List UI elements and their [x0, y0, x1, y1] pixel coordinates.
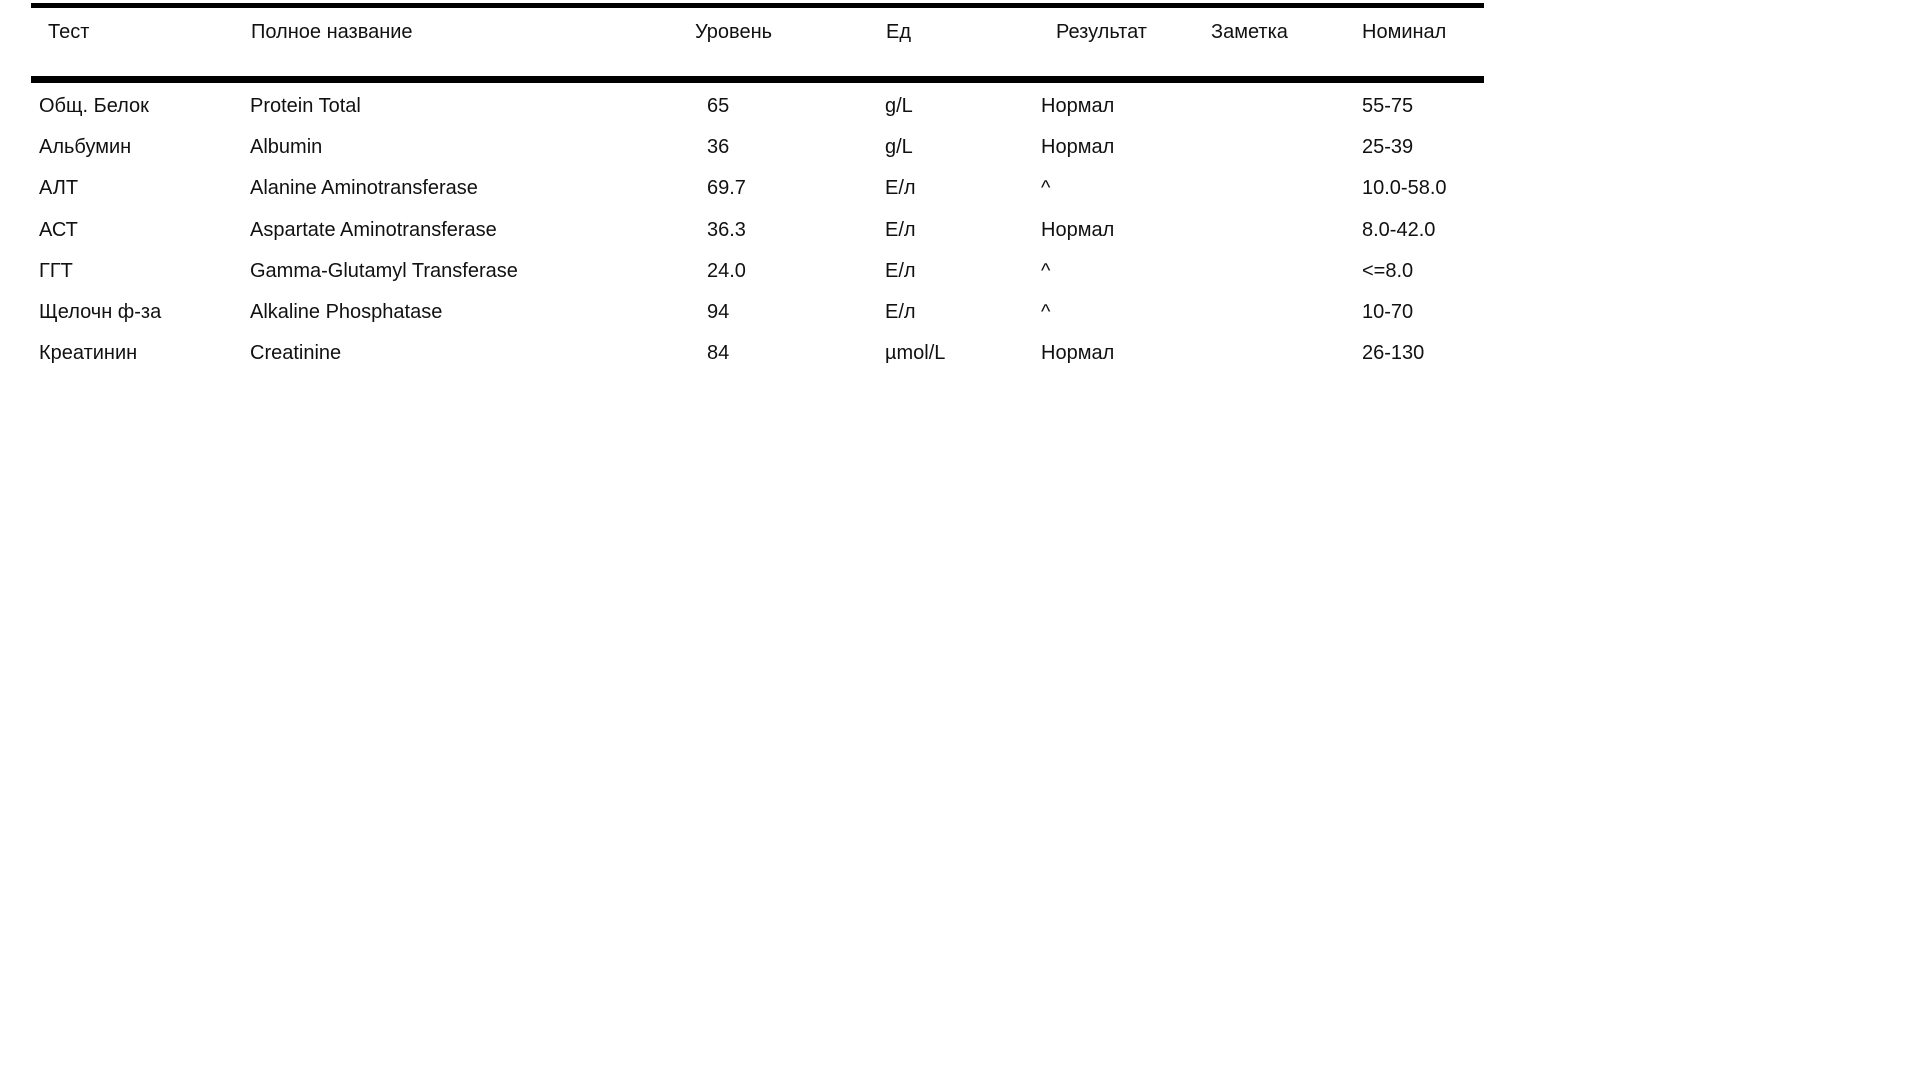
cell-result: ^ [1041, 301, 1051, 323]
cell-unit: Е/л [885, 177, 916, 200]
table-row[interactable]: ГГТ Gamma-Glutamyl Transferase 24.0 Е/л ^ <=8… [0, 251, 1920, 292]
cell-unit: Е/л [885, 218, 916, 241]
cell-result: Нормал [1041, 136, 1115, 159]
cell-test: Щелочн ф-за [39, 301, 162, 323]
cell-unit: µmol/L [885, 342, 946, 365]
cell-nominal: 10-70 [1362, 301, 1414, 323]
table-row[interactable]: Альбумин Albumin 36 g/L Нормал 25-39 [0, 127, 1920, 168]
column-header-test: Тест [48, 21, 90, 43]
cell-level: 24.0 [707, 259, 746, 282]
cell-nominal: 26-130 [1362, 342, 1425, 365]
cell-test: Альбумин [39, 136, 132, 159]
table-top-border [31, 3, 1484, 8]
column-header-nominal: Номинал [1362, 21, 1447, 43]
column-header-result: Результат [1056, 21, 1147, 43]
cell-test: ГГТ [39, 259, 73, 282]
cell-nominal: 8.0-42.0 [1362, 218, 1436, 241]
cell-full-name: Gamma-Glutamyl Transferase [250, 259, 518, 282]
cell-level: 84 [707, 342, 730, 365]
table-row[interactable]: Щелочн ф-за Alkaline Phosphatase 94 Е/л ^ 10-… [0, 292, 1920, 333]
cell-result: Нормал [1041, 95, 1115, 117]
cell-full-name: Alanine Aminotransferase [250, 177, 478, 200]
cell-level: 69.7 [707, 177, 746, 200]
cell-unit: Е/л [885, 259, 916, 282]
column-header-full-name: Полное название [251, 21, 413, 43]
cell-test: АЛТ [39, 177, 79, 200]
cell-full-name: Protein Total [250, 95, 361, 117]
column-header-unit: Ед [886, 21, 912, 43]
table-row[interactable]: Общ. Белок Protein Total 65 g/L Нормал 55-75 [0, 86, 1920, 127]
cell-full-name: Albumin [250, 136, 323, 159]
cell-result: Нормал [1041, 218, 1115, 241]
cell-result: ^ [1041, 177, 1051, 200]
cell-result: ^ [1041, 259, 1051, 282]
cell-test: Креатинин [39, 342, 138, 365]
cell-unit: Е/л [885, 301, 916, 323]
cell-full-name: Aspartate Aminotransferase [250, 218, 497, 241]
cell-level: 94 [707, 301, 730, 323]
cell-test: АСТ [39, 218, 78, 241]
cell-nominal: <=8.0 [1362, 259, 1414, 282]
cell-full-name: Creatinine [250, 342, 342, 365]
column-header-note: Заметка [1211, 21, 1288, 43]
cell-full-name: Alkaline Phosphatase [250, 301, 443, 323]
table-row[interactable]: АЛТ Alanine Aminotransferase 69.7 Е/л ^ 10.0-… [0, 168, 1920, 209]
cell-result: Нормал [1041, 342, 1115, 365]
cell-level: 65 [707, 95, 730, 117]
cell-unit: g/L [885, 95, 913, 117]
cell-nominal: 10.0-58.0 [1362, 177, 1447, 200]
cell-test: Общ. Белок [39, 95, 149, 117]
cell-unit: g/L [885, 136, 913, 159]
cell-level: 36.3 [707, 218, 746, 241]
cell-nominal: 25-39 [1362, 136, 1414, 159]
table-row[interactable]: АСТ Aspartate Aminotransferase 36.3 Е/л Норм… [0, 210, 1920, 251]
cell-nominal: 55-75 [1362, 95, 1414, 117]
column-header-level: Уровень [695, 21, 773, 43]
table-header-row: Тест Полное название Уровень Ед Результа… [0, 20, 1920, 44]
table-row[interactable]: Креатинин Creatinine 84 µmol/L Нормал 26-130 [0, 333, 1920, 374]
cell-level: 36 [707, 136, 730, 159]
table-header-border [31, 76, 1484, 83]
